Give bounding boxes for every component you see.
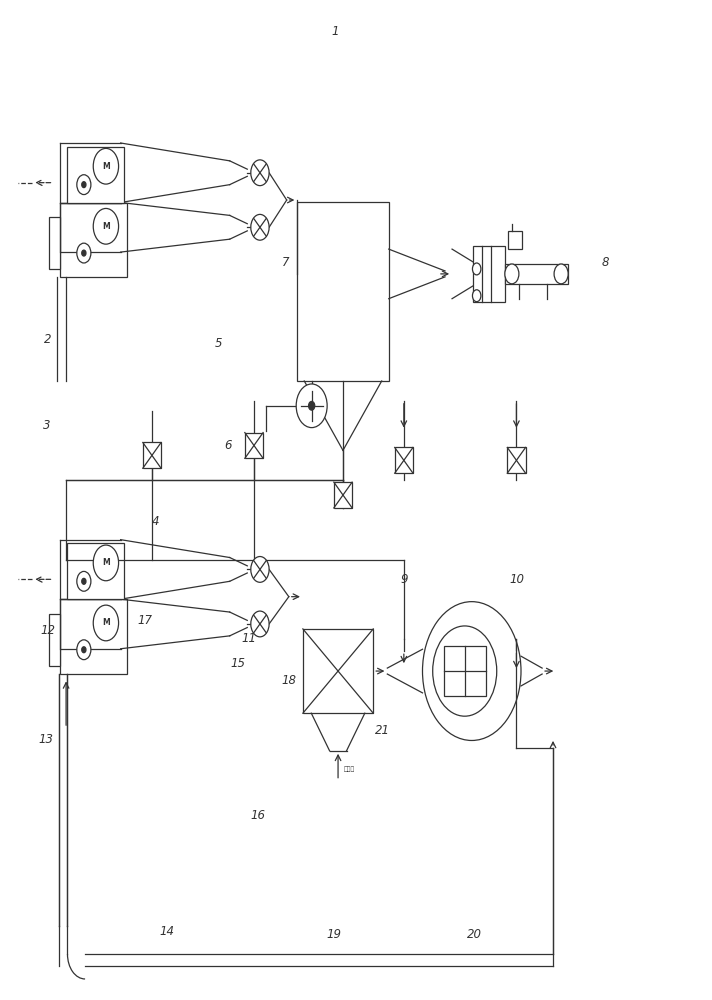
Circle shape (93, 605, 119, 641)
Text: M: M (102, 558, 110, 567)
Bar (67, 543, 124, 599)
Circle shape (251, 214, 269, 240)
Bar (334, 482, 352, 508)
Text: 1: 1 (331, 25, 339, 38)
Circle shape (77, 571, 91, 591)
Circle shape (473, 290, 481, 302)
Bar (297, 202, 389, 381)
Circle shape (93, 208, 119, 244)
Text: 12: 12 (41, 624, 56, 637)
Circle shape (308, 401, 315, 410)
Text: 9: 9 (400, 573, 407, 586)
Text: 16: 16 (250, 809, 265, 822)
Circle shape (93, 545, 119, 581)
Text: 14: 14 (160, 925, 175, 938)
Bar (49, 614, 61, 666)
Text: M: M (102, 162, 110, 171)
Circle shape (251, 557, 269, 582)
Text: M: M (102, 222, 110, 231)
Text: 6: 6 (224, 439, 231, 452)
Bar (61, 599, 127, 674)
Bar (444, 646, 486, 696)
Text: M: M (102, 618, 110, 627)
Text: 2: 2 (44, 333, 51, 346)
Text: 10: 10 (509, 573, 524, 586)
Text: 20: 20 (467, 928, 482, 941)
Circle shape (77, 175, 91, 195)
Text: 17: 17 (137, 614, 152, 627)
Text: 18: 18 (282, 674, 297, 687)
Text: 19: 19 (326, 928, 341, 941)
Bar (303, 629, 373, 713)
Text: 8: 8 (602, 255, 609, 268)
Bar (508, 231, 523, 249)
Circle shape (433, 626, 497, 716)
Text: 7: 7 (282, 255, 289, 268)
Circle shape (505, 264, 519, 284)
Text: 21: 21 (375, 724, 390, 737)
Circle shape (251, 611, 269, 637)
Circle shape (251, 160, 269, 186)
Bar (507, 447, 525, 473)
Bar (61, 202, 127, 277)
Circle shape (82, 578, 86, 584)
Circle shape (296, 384, 327, 428)
Circle shape (82, 250, 86, 256)
Circle shape (93, 148, 119, 184)
Bar (67, 147, 124, 202)
Circle shape (77, 640, 91, 660)
Bar (505, 264, 568, 284)
Text: 5: 5 (215, 337, 223, 350)
Bar (473, 246, 505, 302)
Bar (49, 217, 61, 269)
Bar (245, 433, 263, 458)
Bar (394, 447, 413, 473)
Text: 13: 13 (39, 733, 54, 746)
Text: 3: 3 (43, 419, 50, 432)
Circle shape (82, 647, 86, 653)
Circle shape (82, 182, 86, 188)
Text: 15: 15 (230, 657, 245, 670)
Circle shape (554, 264, 568, 284)
Circle shape (422, 602, 521, 740)
Text: 4: 4 (152, 515, 159, 528)
Text: 进风口: 进风口 (344, 766, 355, 772)
Circle shape (473, 263, 481, 275)
Bar (143, 442, 161, 468)
Circle shape (77, 243, 91, 263)
Text: 11: 11 (241, 632, 256, 645)
